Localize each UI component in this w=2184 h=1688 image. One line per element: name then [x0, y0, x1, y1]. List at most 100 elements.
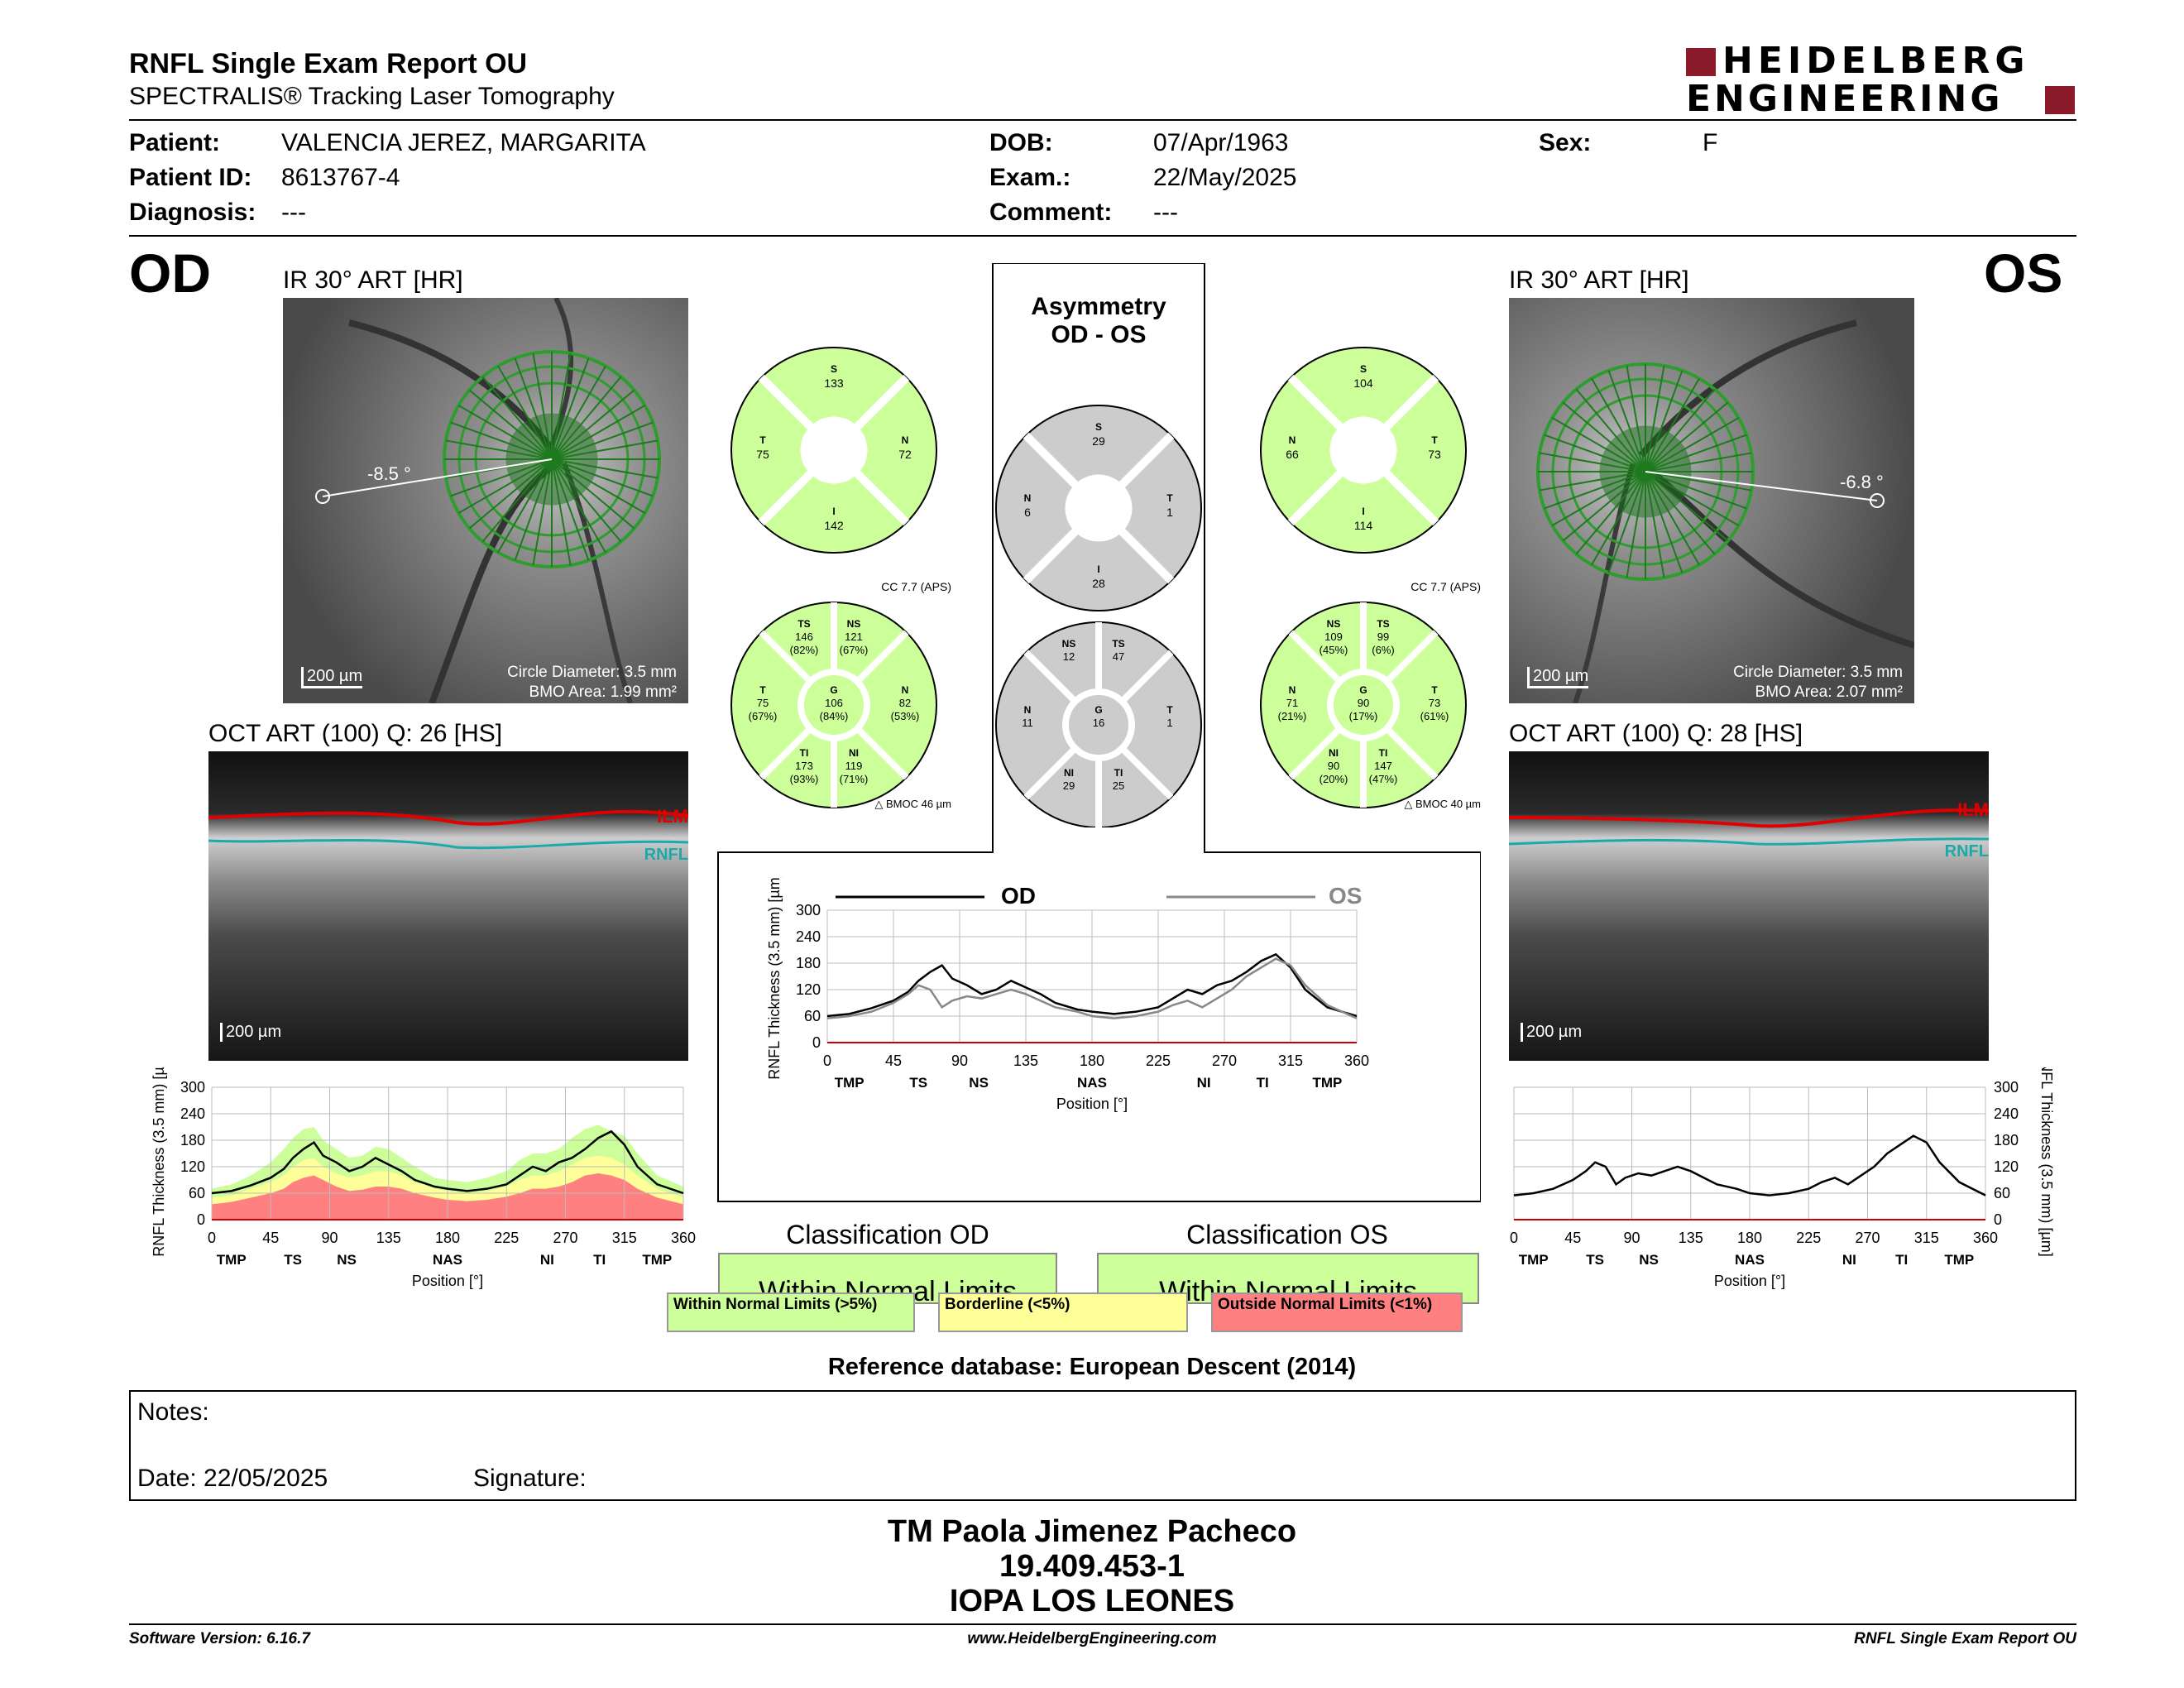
y-tick-label: 120	[796, 981, 821, 998]
y-tick-label: 180	[180, 1132, 205, 1149]
sector-label: I	[832, 506, 835, 517]
od-rnfl-label: RNFL	[644, 846, 688, 864]
sector-axis-label: TMP	[835, 1075, 864, 1091]
sector-label: T	[1166, 492, 1173, 504]
sector-value: 66	[1286, 448, 1299, 461]
sector-percent: (45%)	[1320, 644, 1348, 656]
sector-value: 75	[757, 697, 769, 709]
y-axis-title: RNFL Thickness (3.5 mm) [µm]	[766, 877, 783, 1080]
os-oct-title: OCT ART (100) Q: 28 [HS]	[1509, 720, 1803, 747]
sector-label: T	[759, 434, 766, 446]
od-bmoc-label: △ BMOC 46 µm	[874, 798, 951, 810]
footer-version: Software Version: 6.16.7	[129, 1630, 310, 1647]
sector-value: 99	[1377, 631, 1389, 643]
stamp-id: 19.409.453-1	[999, 1549, 1185, 1584]
sector-axis-label: TI	[1895, 1252, 1908, 1268]
legend-od-label: OD	[1001, 883, 1036, 909]
comment-value: ---	[1153, 199, 1178, 226]
sector-value: 25	[1113, 779, 1124, 792]
diagnosis-label: Diagnosis:	[129, 199, 256, 226]
x-axis-title: Position [°]	[412, 1273, 483, 1289]
x-tick-label: 180	[435, 1230, 460, 1246]
patient-id: 8613767-4	[281, 164, 400, 191]
os-bmo-area: BMO Area: 2.07 mm²	[1755, 683, 1903, 701]
y-tick-label: 120	[180, 1158, 205, 1175]
sector-value: 16	[1093, 717, 1104, 729]
sector-label: S	[1095, 421, 1102, 433]
notes-date: Date: 22/05/2025	[137, 1465, 328, 1492]
sex-label: Sex:	[1539, 129, 1592, 156]
sector-label: TI	[1114, 767, 1123, 779]
od-ilm-label: ILM	[657, 806, 688, 827]
sector-percent: (61%)	[1420, 710, 1449, 722]
sector-label: S	[1360, 363, 1367, 375]
os-circle-diameter: Circle Diameter: 3.5 mm	[1733, 664, 1903, 681]
x-tick-label: 45	[262, 1230, 279, 1246]
sector-label: T	[1431, 434, 1438, 446]
os-fundus-svg	[1509, 298, 1914, 703]
notes-box[interactable]: Notes: Date: 22/05/2025 Signature:	[129, 1390, 2076, 1501]
sector-label: I	[1097, 563, 1099, 575]
sector-axis-label: TS	[284, 1252, 302, 1268]
sector-axis-label: TS	[909, 1075, 927, 1091]
sector-value: 109	[1324, 631, 1343, 643]
od-fundus-svg	[283, 298, 688, 703]
y-tick-label: 240	[180, 1105, 205, 1122]
comment-label: Comment:	[989, 199, 1113, 226]
sector-value: 6	[1024, 506, 1031, 519]
sector-value: 73	[1429, 697, 1440, 709]
y-axis-title: RNFL Thickness (3.5 mm) [µm]	[2038, 1067, 2055, 1257]
x-tick-label: 315	[1914, 1230, 1939, 1246]
notes-signature: Signature:	[473, 1465, 587, 1492]
sector-label: NI	[849, 747, 859, 759]
logo-square-bottom	[2045, 86, 2075, 114]
x-tick-label: 315	[612, 1230, 637, 1246]
sector-value: 146	[795, 631, 813, 643]
os-fundus-image: -6.8 ° 200 µm Circle Diameter: 3.5 mm BM…	[1509, 298, 1914, 703]
x-tick-label: 135	[1013, 1053, 1038, 1069]
y-tick-label: 300	[796, 902, 821, 918]
series-line-OS	[826, 957, 1358, 1019]
y-tick-label: 60	[189, 1185, 205, 1201]
os-rnfl-label: RNFL	[1944, 842, 1989, 861]
od-sector-pie: TS146(82%)NS121(67%)T75(67%)G106(84%)N82…	[730, 602, 937, 808]
y-tick-label: 120	[1994, 1158, 2019, 1175]
od-thickness-chart: 0 60 120 180 240 300 0 45 90 135 180 225 270 315 360 TM…	[151, 1067, 696, 1289]
sector-value: 28	[1092, 577, 1105, 590]
y-tick-label: 60	[804, 1008, 821, 1024]
sector-axis-label: TMP	[1519, 1252, 1549, 1268]
od-angle-label: -8.5 °	[367, 463, 411, 484]
asymmetry-quadrant-pie: S29 N 6 T 1 I 28	[995, 405, 1202, 611]
y-tick-label: 300	[180, 1079, 205, 1096]
sector-label: TS	[1377, 618, 1389, 630]
x-tick-label: 360	[1344, 1053, 1369, 1069]
sector-label: T	[759, 684, 766, 696]
sector-value: 142	[824, 519, 844, 532]
sector-label: NS	[1327, 618, 1341, 630]
od-oct-svg	[208, 751, 688, 1061]
od-oct-image: ILM RNFL 200 µm	[208, 751, 688, 1061]
sector-label: N	[1289, 684, 1296, 696]
sector-percent: (71%)	[840, 773, 869, 785]
sector-percent: (20%)	[1320, 773, 1348, 785]
asymmetry-subtitle: OD - OS	[1051, 321, 1147, 348]
x-tick-label: 135	[376, 1230, 401, 1246]
sector-value: 147	[1374, 760, 1392, 772]
logo-text-bottom: ENGINEERING	[1686, 78, 2004, 120]
sector-label: NI	[1329, 747, 1339, 759]
sector-value: 106	[825, 697, 843, 709]
od-ir-title: IR 30° ART [HR]	[283, 266, 463, 294]
exam-label: Exam.:	[989, 164, 1071, 191]
sector-axis-label: NI	[540, 1252, 554, 1268]
series-line-OD	[826, 952, 1358, 1018]
y-tick-label: 180	[796, 955, 821, 971]
x-tick-label: 90	[321, 1230, 338, 1246]
os-oct-image: ILM RNFL 200 µm	[1509, 751, 1989, 1061]
x-tick-label: 135	[1679, 1230, 1703, 1246]
sector-value: 1	[1166, 717, 1172, 729]
x-tick-label: 0	[1510, 1230, 1518, 1246]
dob-label: DOB:	[989, 129, 1053, 156]
x-tick-label: 90	[1623, 1230, 1640, 1246]
sector-value: 133	[824, 376, 844, 390]
